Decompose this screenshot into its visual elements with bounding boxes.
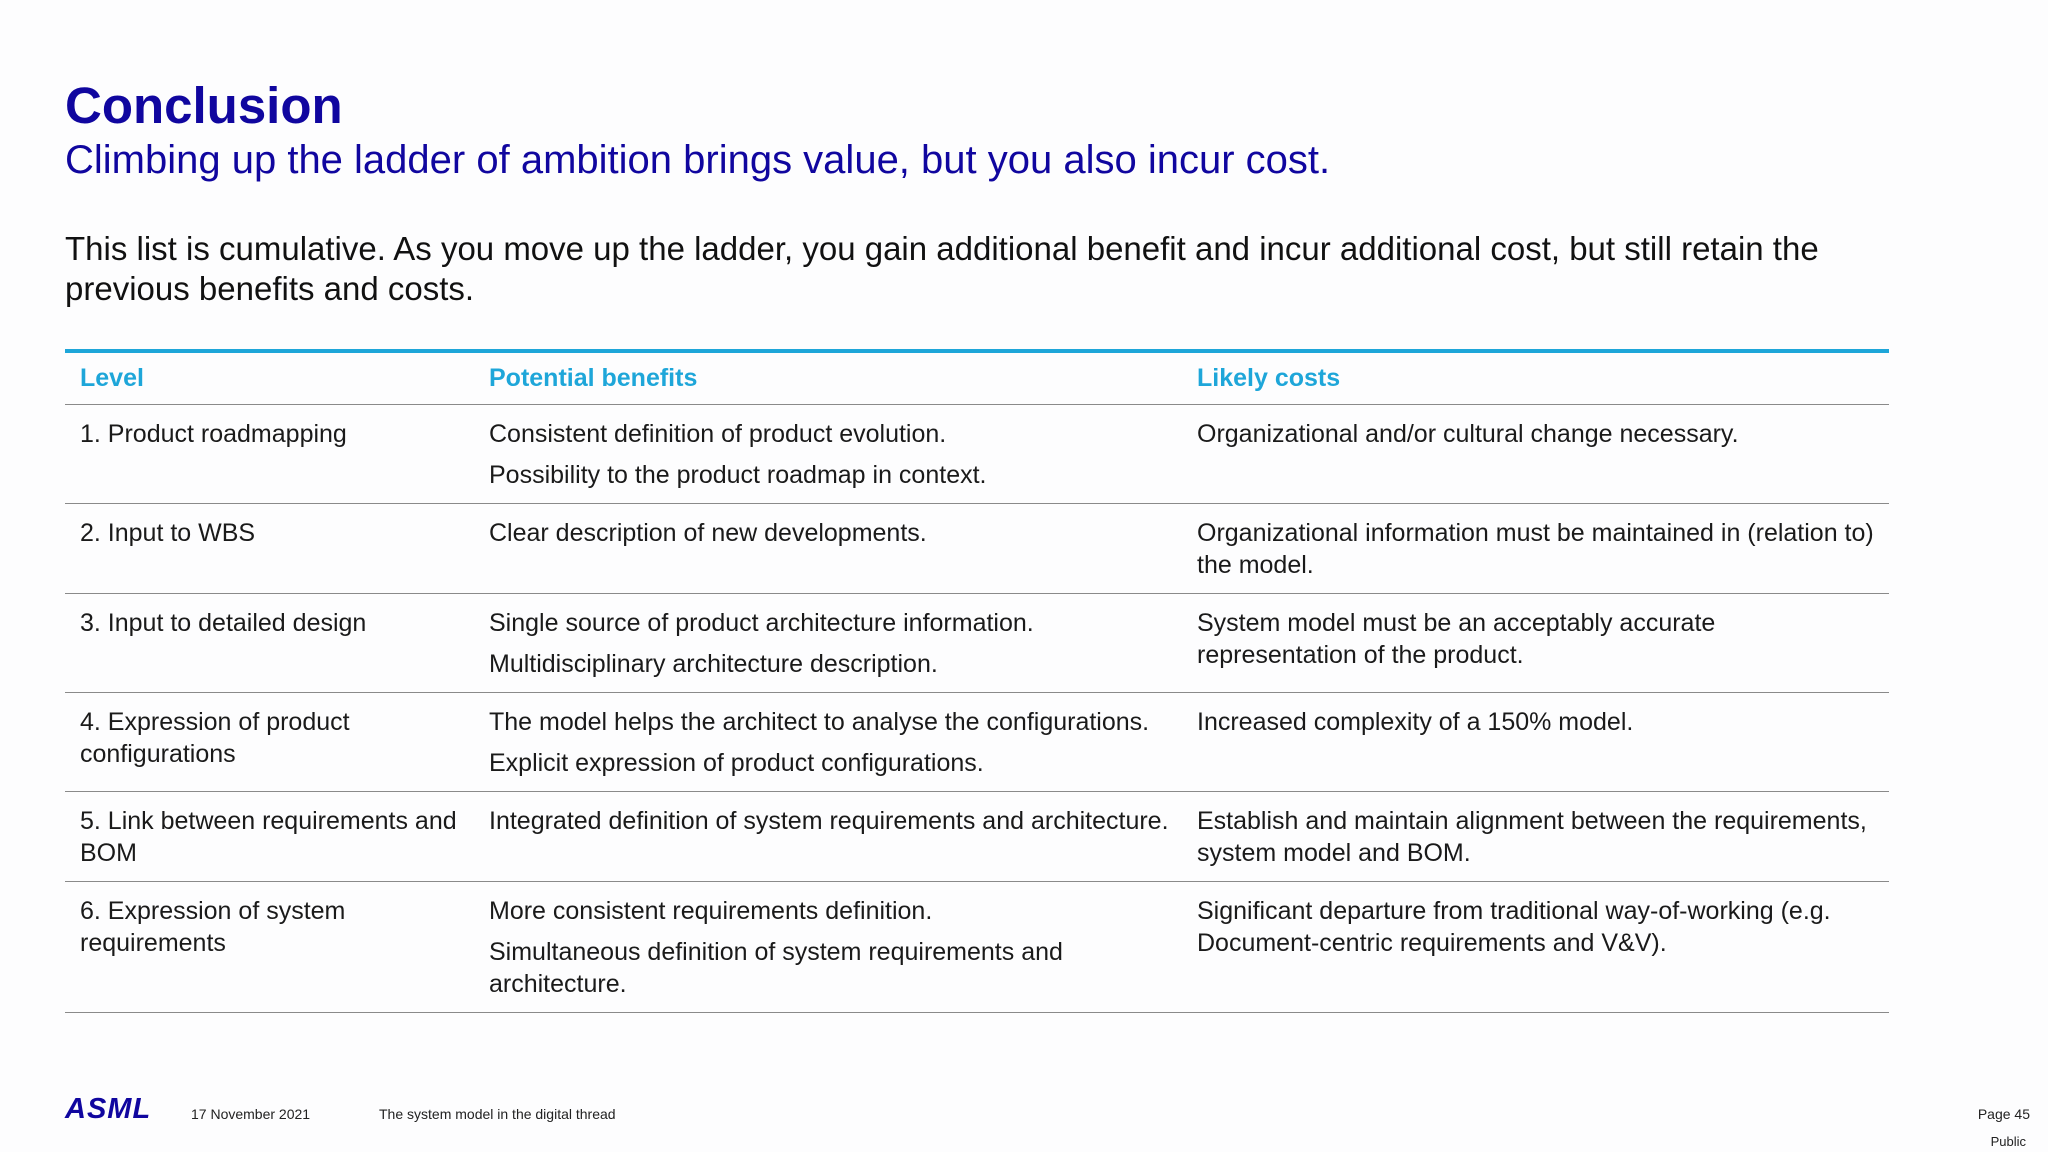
table-header-row: Level Potential benefits Likely costs (65, 351, 1889, 405)
costs-cell: Significant departure from traditional w… (1182, 881, 1889, 1013)
benefits-cell: More consistent requirements definition.… (474, 881, 1182, 1013)
cost-text: Organizational and/or cultural change ne… (1197, 420, 1739, 448)
level-text: 3. Input to detailed design (80, 609, 367, 637)
level-cell: 6. Expression of system requirements (65, 881, 474, 1013)
benefit-text: Possibility to the product roadmap in co… (489, 461, 987, 489)
level-text: 1. Product roadmapping (80, 420, 347, 448)
footer-document-title: The system model in the digital thread (379, 1106, 616, 1122)
cost-text: System model must be an acceptably accur… (1197, 609, 1716, 669)
level-cell: 3. Input to detailed design (65, 593, 474, 693)
benefit-text: Consistent definition of product evoluti… (489, 420, 947, 448)
table-row: 4. Expression of product configurations … (65, 692, 1889, 792)
page-number: Page 45 (1977, 1106, 2030, 1122)
level-text: 2. Input to WBS (80, 519, 256, 547)
table-row: 6. Expression of system requirements Mor… (65, 881, 1889, 1013)
benefit-text: The model helps the architect to analyse… (489, 708, 1150, 736)
intro-paragraph: This list is cumulative. As you move up … (65, 230, 1819, 307)
classification-label: Public (1990, 1134, 2026, 1149)
benefit-text: More consistent requirements definition. (489, 897, 933, 925)
benefit-text: Integrated definition of system requirem… (489, 807, 1169, 835)
asml-logo: ASML (65, 1093, 152, 1125)
header-benefits: Potential benefits (474, 351, 1182, 405)
footer-date: 17 November 2021 (191, 1106, 311, 1122)
level-cell: 1. Product roadmapping (65, 404, 474, 504)
benefits-cell: Integrated definition of system requirem… (474, 791, 1182, 882)
cost-text: Establish and maintain alignment between… (1197, 807, 1867, 867)
costs-cell: Increased complexity of a 150% model. (1182, 692, 1889, 792)
header-costs: Likely costs (1182, 351, 1889, 405)
level-cell: 2. Input to WBS (65, 503, 474, 594)
cost-text: Increased complexity of a 150% model. (1197, 708, 1634, 736)
level-text: 6. Expression of system requirements (80, 897, 346, 957)
benefits-cell: Clear description of new developments. (474, 503, 1182, 594)
table-row: 5. Link between requirements and BOM Int… (65, 791, 1889, 882)
header-level: Level (65, 351, 474, 405)
table-row: 3. Input to detailed design Single sourc… (65, 593, 1889, 693)
cost-text: Significant departure from traditional w… (1197, 897, 1831, 957)
benefit-text: Multidisciplinary architecture descripti… (489, 650, 938, 678)
costs-cell: Organizational and/or cultural change ne… (1182, 404, 1889, 504)
table-row: 2. Input to WBS Clear description of new… (65, 503, 1889, 594)
level-text: 5. Link between requirements and BOM (80, 807, 457, 867)
level-text: 4. Expression of product configurations (80, 708, 350, 768)
benefit-text: Clear description of new developments. (489, 519, 927, 547)
benefit-text: Simultaneous definition of system requir… (489, 938, 1063, 998)
cost-text: Organizational information must be maint… (1197, 519, 1874, 579)
level-cell: 4. Expression of product configurations (65, 692, 474, 792)
benefit-text: Explicit expression of product configura… (489, 749, 984, 777)
costs-cell: System model must be an acceptably accur… (1182, 593, 1889, 693)
costs-cell: Organizational information must be maint… (1182, 503, 1889, 594)
table-row: 1. Product roadmapping Consistent defini… (65, 404, 1889, 504)
benefits-cell: Single source of product architecture in… (474, 593, 1182, 693)
costs-cell: Establish and maintain alignment between… (1182, 791, 1889, 882)
slide-title: Conclusion (65, 77, 343, 134)
level-cell: 5. Link between requirements and BOM (65, 791, 474, 882)
benefit-text: Single source of product architecture in… (489, 609, 1034, 637)
slide-subtitle: Climbing up the ladder of ambition bring… (65, 138, 1331, 182)
benefits-cell: The model helps the architect to analyse… (474, 692, 1182, 792)
ambition-table: Level Potential benefits Likely costs 1.… (65, 349, 1889, 1013)
benefits-cell: Consistent definition of product evoluti… (474, 404, 1182, 504)
